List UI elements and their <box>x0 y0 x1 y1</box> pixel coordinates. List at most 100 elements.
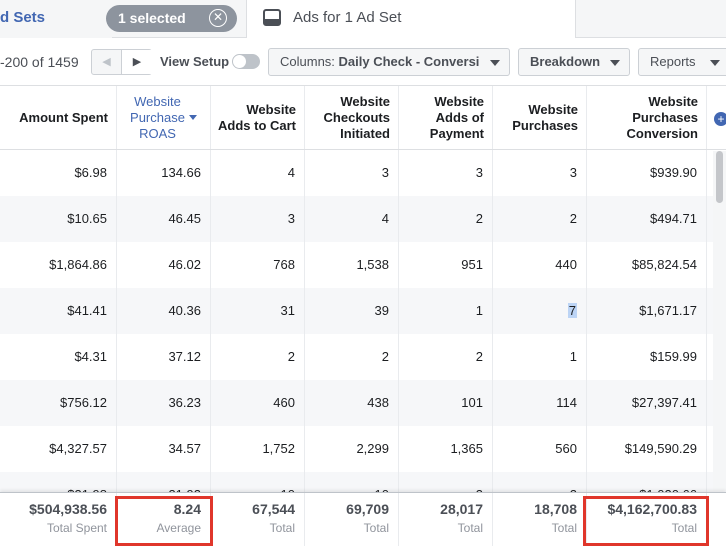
chevron-left-icon[interactable]: ◀ <box>92 50 122 74</box>
cell-value: 36.23 <box>168 395 201 410</box>
cell-value: $41.41 <box>67 303 107 318</box>
cell-value: $10.65 <box>67 211 107 226</box>
column-header-label: Website Purchases <box>512 101 578 133</box>
cell-value: 2 <box>475 211 483 226</box>
table-row[interactable]: $41.41 40.36 31 39 1 7 $1,671.17 <box>0 288 726 334</box>
total-value: 67,544 <box>252 501 295 517</box>
table-row[interactable]: $756.12 36.23 460 438 101 114 $27,397.41 <box>0 380 726 426</box>
tab-ads[interactable]: Ads for 1 Ad Set <box>246 0 576 38</box>
cell-value: $494.71 <box>650 211 697 226</box>
cell-adds-of-payment: 101 <box>399 380 493 426</box>
cell-value: 460 <box>273 395 295 410</box>
tab-ad-sets[interactable]: d Sets <box>0 0 112 38</box>
breakdown-label: Breakdown <box>530 54 601 69</box>
table-row[interactable]: $4,327.57 34.57 1,752 2,299 1,365 560 $149,590… <box>0 426 726 472</box>
sort-desc-icon <box>188 115 197 120</box>
total-label: Average <box>156 521 201 535</box>
pager: ◀ ▶ <box>91 49 152 75</box>
cell-value: $939.90 <box>650 165 697 180</box>
annotation-box-average <box>115 496 213 546</box>
table-row[interactable]: $6.98 134.66 4 3 3 3 $939.90 <box>0 150 726 196</box>
cell-value: 40.36 <box>168 303 201 318</box>
cell-amount-spent: $1,864.86 <box>0 242 117 288</box>
cell-purchases-conversion: $27,397.41 <box>587 380 707 426</box>
cell-value: 1 <box>569 349 577 364</box>
cell-purchase-roas: 34.57 <box>117 426 211 472</box>
cell-amount-spent: $4.31 <box>0 334 117 380</box>
total-adds-to-cart: 67,544 Total <box>211 493 305 546</box>
cell-value: 37.12 <box>168 349 201 364</box>
cell-value: 39 <box>374 303 389 318</box>
total-adds-of-payment: 28,017 Total <box>399 493 493 546</box>
tab-ad-sets-label: d Sets <box>0 9 46 26</box>
column-header-amount-spent[interactable]: Amount Spent <box>0 86 117 149</box>
column-header-label: Website Purchase ROAS <box>130 93 185 141</box>
cell-value: 2 <box>569 211 577 226</box>
columns-dropdown[interactable]: Columns: Daily Check - Conversi <box>268 48 510 76</box>
cell-purchases: 440 <box>493 242 587 288</box>
cell-adds-of-payment: 2 <box>399 334 493 380</box>
column-header-label: Amount Spent <box>19 109 108 125</box>
cell-purchase-roas: 46.02 <box>117 242 211 288</box>
columns-prefix: Columns: <box>280 54 339 69</box>
cell-amount-spent: $10.65 <box>0 196 117 242</box>
cell-value: 2 <box>381 349 389 364</box>
cell-purchases-conversion: $494.71 <box>587 196 707 242</box>
total-label: Total <box>671 521 697 535</box>
table-header: Amount Spent Website Purchase ROAS Websi… <box>0 86 726 150</box>
add-column-icon[interactable]: + <box>714 112 726 126</box>
total-amount-spent: $504,938.56 Total Spent <box>0 493 117 546</box>
column-header-label: Website Adds of Payment <box>429 93 484 141</box>
column-header-purchase-roas[interactable]: Website Purchase ROAS <box>117 86 211 149</box>
cell-value: $1,864.86 <box>49 257 107 272</box>
total-value: 8.24 <box>173 501 201 517</box>
columns-value: Daily Check - Conversi <box>338 54 480 69</box>
cell-value: 2 <box>287 349 295 364</box>
table-row[interactable]: $10.65 46.45 3 4 2 2 $494.71 <box>0 196 726 242</box>
cell-value: 3 <box>287 211 295 226</box>
total-label: Total <box>551 521 577 535</box>
reports-dropdown[interactable]: Reports <box>638 48 726 76</box>
total-label: Total <box>457 521 483 535</box>
cell-value: 7 <box>567 303 577 318</box>
total-value: 28,017 <box>440 501 483 517</box>
clear-selection-icon[interactable]: ✕ <box>209 9 227 27</box>
view-setup-label: View Setup <box>160 54 230 69</box>
breakdown-dropdown[interactable]: Breakdown <box>518 48 630 76</box>
column-header-label: Website Purchases Conversion <box>626 93 698 141</box>
table-row[interactable]: $4.31 37.12 2 2 2 1 $159.99 <box>0 334 726 380</box>
cell-value: 3 <box>381 165 389 180</box>
column-header-purchases-conversion[interactable]: Website Purchases Conversion <box>587 86 707 149</box>
tab-bar: d Sets 1 selected ✕ Ads for 1 Ad Set <box>0 0 726 38</box>
column-header-purchases[interactable]: Website Purchases <box>493 86 587 149</box>
column-header-adds-of-payment[interactable]: Website Adds of Payment <box>399 86 493 149</box>
table-row[interactable]: $1,864.86 46.02 768 1,538 951 440 $85,824.54 <box>0 242 726 288</box>
cell-purchases-conversion: $85,824.54 <box>587 242 707 288</box>
cell-purchases-conversion: $159.99 <box>587 334 707 380</box>
chevron-right-icon[interactable]: ▶ <box>122 50 152 74</box>
cell-purchases-conversion: $939.90 <box>587 150 707 196</box>
cell-value: $149,590.29 <box>624 441 697 456</box>
cell-checkouts-initiated: 4 <box>305 196 399 242</box>
cell-value: 1 <box>475 303 483 318</box>
total-value: $504,938.56 <box>29 501 107 517</box>
cell-value: $756.12 <box>60 395 107 410</box>
selection-pill[interactable]: 1 selected ✕ <box>106 5 237 32</box>
cell-value: 1,365 <box>450 441 483 456</box>
cell-checkouts-initiated: 2 <box>305 334 399 380</box>
toggle-knob <box>233 55 246 68</box>
column-header-adds-to-cart[interactable]: Website Adds to Cart <box>211 86 305 149</box>
cell-purchase-roas: 40.36 <box>117 288 211 334</box>
column-header-checkouts-initiated[interactable]: Website Checkouts Initiated <box>305 86 399 149</box>
cell-purchases: 7 <box>493 288 587 334</box>
chevron-down-icon <box>710 60 720 66</box>
total-value: 69,709 <box>346 501 389 517</box>
scrollbar-thumb[interactable] <box>716 151 723 203</box>
vertical-scrollbar[interactable] <box>713 151 726 491</box>
cell-purchases: 1 <box>493 334 587 380</box>
view-setup-toggle[interactable] <box>232 54 260 69</box>
total-label: Total <box>269 521 295 535</box>
cell-purchases-conversion: $1,671.17 <box>587 288 707 334</box>
cell-value: $27,397.41 <box>631 395 697 410</box>
cell-amount-spent: $756.12 <box>0 380 117 426</box>
